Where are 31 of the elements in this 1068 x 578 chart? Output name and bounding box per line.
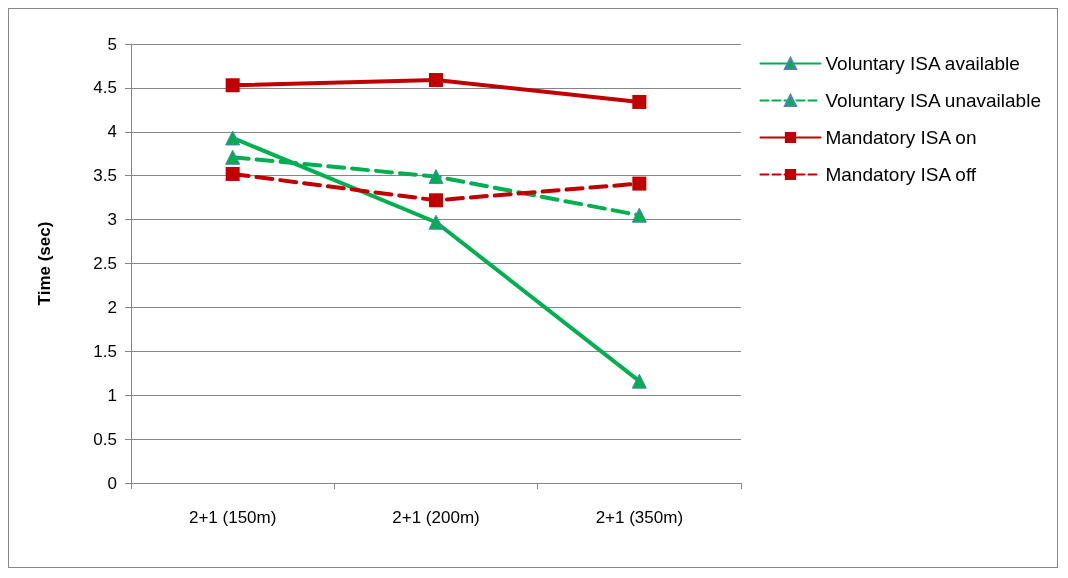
x-tick-label: 2+1 (350m) bbox=[595, 508, 684, 527]
y-tick-label: 4.5 bbox=[93, 78, 117, 98]
point bbox=[428, 169, 444, 185]
point bbox=[429, 193, 443, 208]
point bbox=[225, 78, 240, 93]
y-tick-label: 5 bbox=[107, 34, 117, 54]
y-tick-label: 4 bbox=[107, 122, 117, 142]
point bbox=[632, 94, 647, 109]
y-tick-label: 3 bbox=[107, 210, 117, 230]
legend-label: Voluntary ISA unavailable bbox=[825, 90, 1041, 111]
y-tick-label: 1 bbox=[107, 385, 117, 405]
y-tick-label: 1.5 bbox=[93, 341, 117, 361]
point bbox=[429, 73, 443, 87]
point bbox=[225, 149, 241, 165]
y-tick-label: 2.5 bbox=[93, 254, 117, 273]
point bbox=[632, 176, 647, 191]
point bbox=[631, 207, 647, 223]
point bbox=[428, 214, 444, 230]
point bbox=[225, 130, 241, 146]
x-tick-label: 2+1 (150m) bbox=[188, 508, 277, 527]
legend-label: Mandatory ISA off bbox=[825, 164, 977, 185]
y-tick-label: 0 bbox=[107, 473, 117, 493]
legend-label: Voluntary ISA available bbox=[825, 53, 1020, 74]
point bbox=[631, 373, 647, 389]
point bbox=[225, 166, 240, 181]
y-tick-label: 0.5 bbox=[93, 429, 117, 449]
y-tick-label: 3.5 bbox=[93, 166, 117, 186]
y-tick-label: 2 bbox=[107, 297, 117, 317]
x-tick-label: 2+1 (200m) bbox=[392, 508, 480, 527]
legend-label: Mandatory ISA on bbox=[825, 127, 977, 148]
y-axis-title: Time (sec) bbox=[35, 221, 54, 306]
